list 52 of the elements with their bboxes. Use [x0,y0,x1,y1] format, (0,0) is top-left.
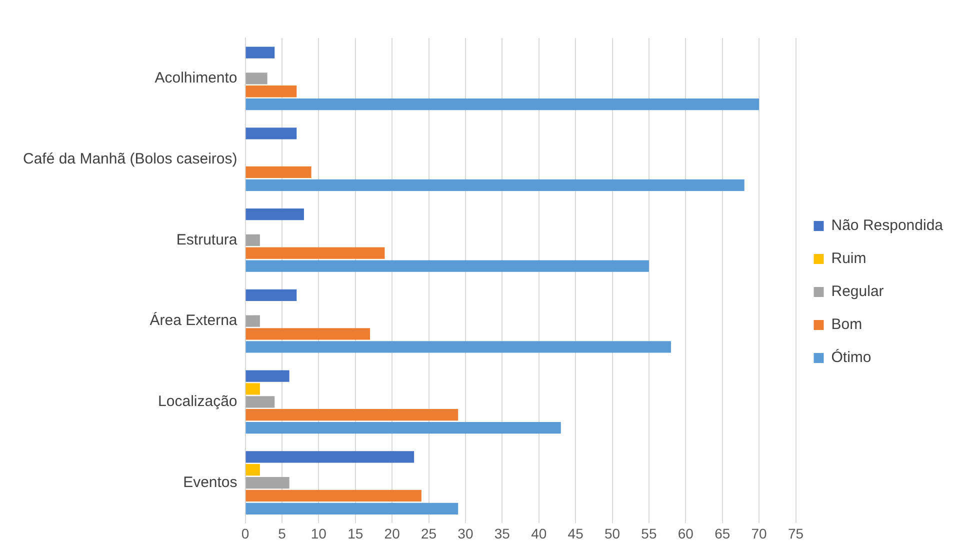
y-tick-label: Estrutura [176,231,238,248]
bar [246,208,304,220]
bar [246,128,297,140]
bar [246,72,268,84]
legend-label: Ruim [831,250,866,268]
x-tick-label: 75 [788,525,804,542]
legend-label: Não Respondida [831,217,944,234]
x-tick-label: 50 [604,525,620,542]
bar [246,464,260,476]
x-tick-label: 25 [420,525,437,542]
bar [246,383,260,395]
bar [246,502,458,514]
bar [246,451,414,463]
bar [246,260,649,272]
legend-label: Ótimo [831,348,872,366]
bar [246,476,290,489]
bar [246,370,290,382]
bar [246,179,744,191]
x-tick-label: 55 [641,525,657,542]
x-tick-label: 10 [310,525,327,542]
x-tick-label: 20 [384,525,400,542]
x-tick-label: 65 [714,525,730,542]
bar [246,490,422,502]
legend-label: Regular [831,283,884,300]
x-tick-label: 35 [494,525,510,542]
bar [246,315,260,327]
bar [246,166,312,178]
y-tick-label: Área Externa [150,311,238,330]
bar [246,289,297,301]
bar [246,86,297,98]
x-tick-label: 60 [678,525,694,542]
y-tick-label: Café da Manhã (Bolos caseiros) [22,150,238,168]
x-tick-label: 70 [751,525,768,542]
y-tick-label: Eventos [183,474,238,491]
y-tick-label: Localização [158,393,238,410]
x-tick-label: 5 [278,525,286,542]
x-tick-label: 30 [458,525,474,542]
bar [246,328,370,340]
bar [246,234,260,246]
bar [246,409,458,421]
bar [246,98,760,110]
bar [246,396,275,408]
bar [246,46,275,58]
bar [246,341,671,353]
x-tick-label: 45 [568,525,584,542]
x-tick-label: 15 [348,525,364,542]
legend-label: Bom [831,316,862,334]
y-tick-label: Acolhimento [154,70,238,87]
x-tick-label: 40 [531,525,547,542]
bar [246,422,561,434]
x-tick-label: 0 [241,525,250,542]
bar [246,247,385,259]
